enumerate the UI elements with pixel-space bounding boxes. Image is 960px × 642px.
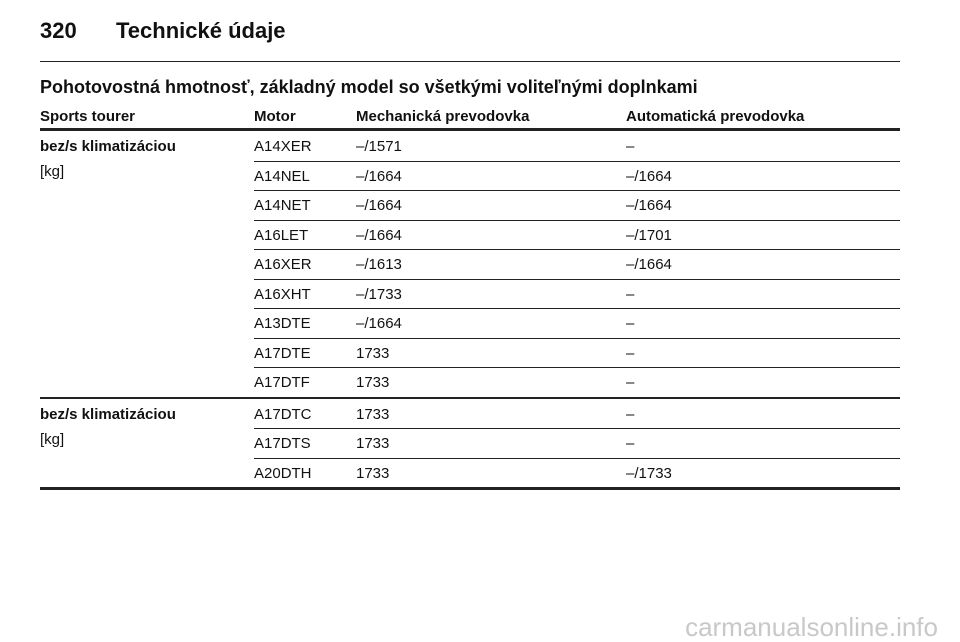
cell: –/1664 [626,167,672,185]
cell: –/1571 [356,138,402,155]
cell: 1733 [356,344,390,362]
column-header: Automatická prevodovka [626,108,805,125]
cell: – [626,435,635,452]
row-rule [254,308,900,309]
row-rule [254,190,900,191]
group-unit: [kg] [40,163,65,180]
cell: 1733 [356,464,390,482]
section-title: Pohotovostná hmotnosť, základný model so… [40,77,698,97]
cell: –/1613 [356,256,402,273]
cell: –/1664 [356,167,402,185]
cell: – [626,374,635,391]
cell: –/1733 [626,464,672,482]
cell: A14NET [254,197,311,214]
cell: –/1664 [626,256,672,273]
row-rule [254,458,900,459]
row-rule [254,220,900,221]
watermark: carmanualsonline.info [685,612,938,642]
cell: A14XER [254,138,312,155]
cell: A14NEL [254,167,310,185]
cell: –/1664 [356,226,402,244]
cell: –/1664 [626,197,672,214]
row-rule [254,428,900,429]
cell: A13DTE [254,315,311,332]
column-header: Mechanická prevodovka [356,108,530,125]
cell: 1733 [356,405,390,423]
cell: A16XHT [254,285,311,303]
cell: A16XER [254,256,312,273]
row-rule [254,161,900,162]
cell: 1733 [356,435,390,452]
cell: A17DTS [254,435,311,452]
cell: A20DTH [254,464,312,482]
group-unit: [kg] [40,430,65,448]
row-rule [254,367,900,368]
cell: –/1664 [356,315,402,332]
page-number: 320 [40,18,77,43]
page-title: Technické údaje [116,18,286,43]
header-rule [40,61,900,62]
group-label: bez/s klimatizáciou [40,405,176,423]
cell: – [626,138,635,155]
column-header: Sports tourer [40,108,136,125]
cell: A17DTF [254,374,310,391]
cell: A17DTE [254,344,311,362]
cell: –/1701 [626,226,672,244]
row-rule [254,249,900,250]
group-label: bez/s klimatizáciou [40,138,176,155]
cell: – [626,344,635,362]
column-header: Motor [254,108,296,125]
cell: – [626,285,635,303]
cell: – [626,315,635,332]
header-rule [40,128,900,131]
row-rule [254,279,900,280]
cell: A17DTC [254,405,312,423]
group-rule [40,397,900,399]
cell: – [626,405,635,423]
cell: A16LET [254,226,309,244]
cell: –/1733 [356,285,402,303]
cell: 1733 [356,374,390,391]
group-rule [40,487,900,490]
cell: –/1664 [356,197,402,214]
row-rule [254,338,900,339]
